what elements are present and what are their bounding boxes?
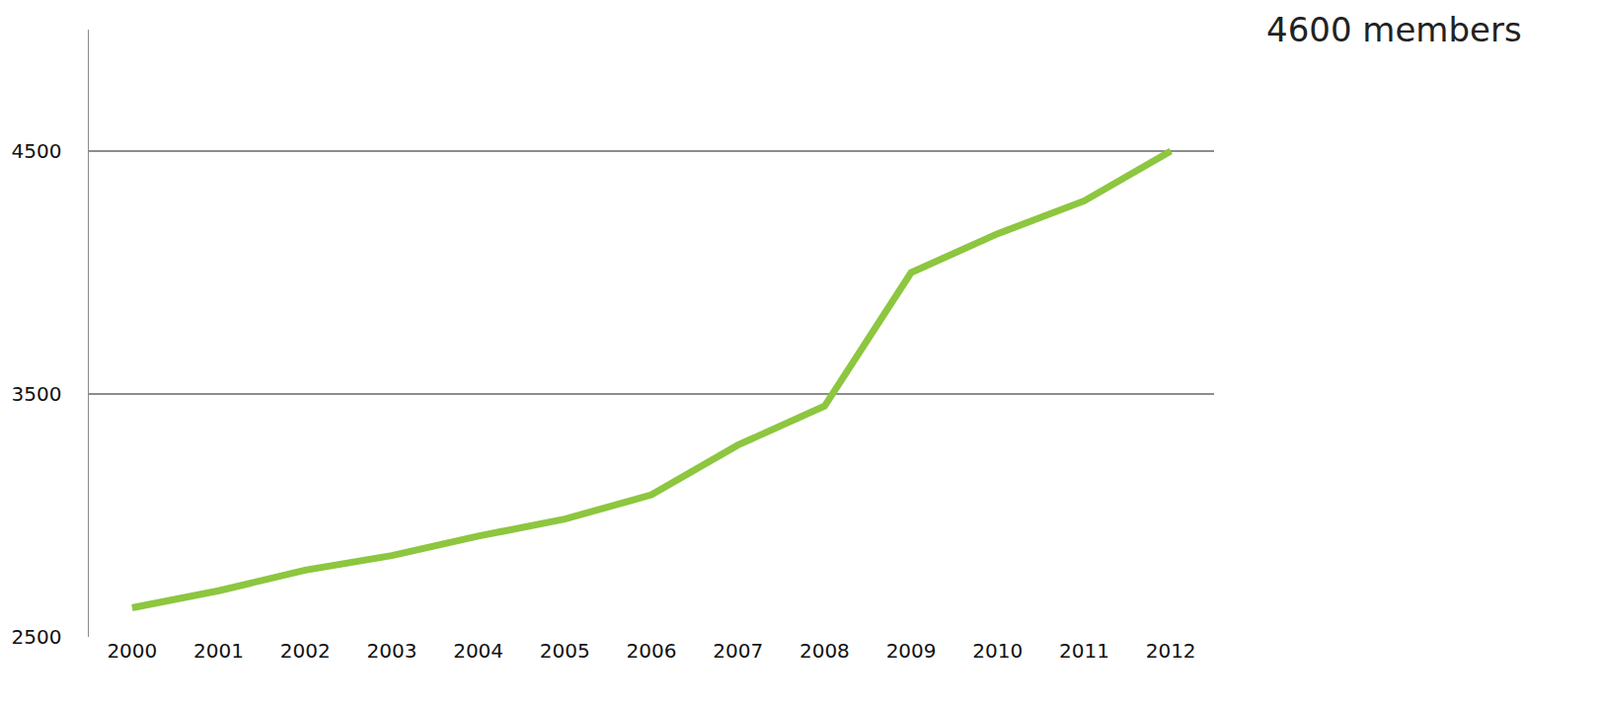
svg-text:2010: 2010 (972, 638, 1023, 663)
svg-text:2007: 2007 (712, 638, 763, 663)
svg-text:2008: 2008 (799, 638, 850, 663)
svg-text:2002: 2002 (280, 638, 331, 663)
svg-text:2003: 2003 (366, 638, 417, 663)
svg-text:2001: 2001 (193, 638, 244, 663)
svg-text:2006: 2006 (626, 638, 678, 663)
svg-text:2000: 2000 (106, 638, 157, 663)
svg-text:2012: 2012 (1145, 638, 1197, 663)
svg-text:4600 members: 4600 members (1266, 9, 1523, 50)
svg-text:2009: 2009 (886, 638, 937, 663)
svg-text:4500: 4500 (11, 139, 63, 163)
svg-text:3500: 3500 (11, 381, 63, 406)
svg-text:2005: 2005 (539, 638, 591, 663)
svg-text:2004: 2004 (453, 638, 504, 663)
svg-text:2500: 2500 (11, 624, 63, 649)
svg-text:2011: 2011 (1059, 638, 1110, 663)
